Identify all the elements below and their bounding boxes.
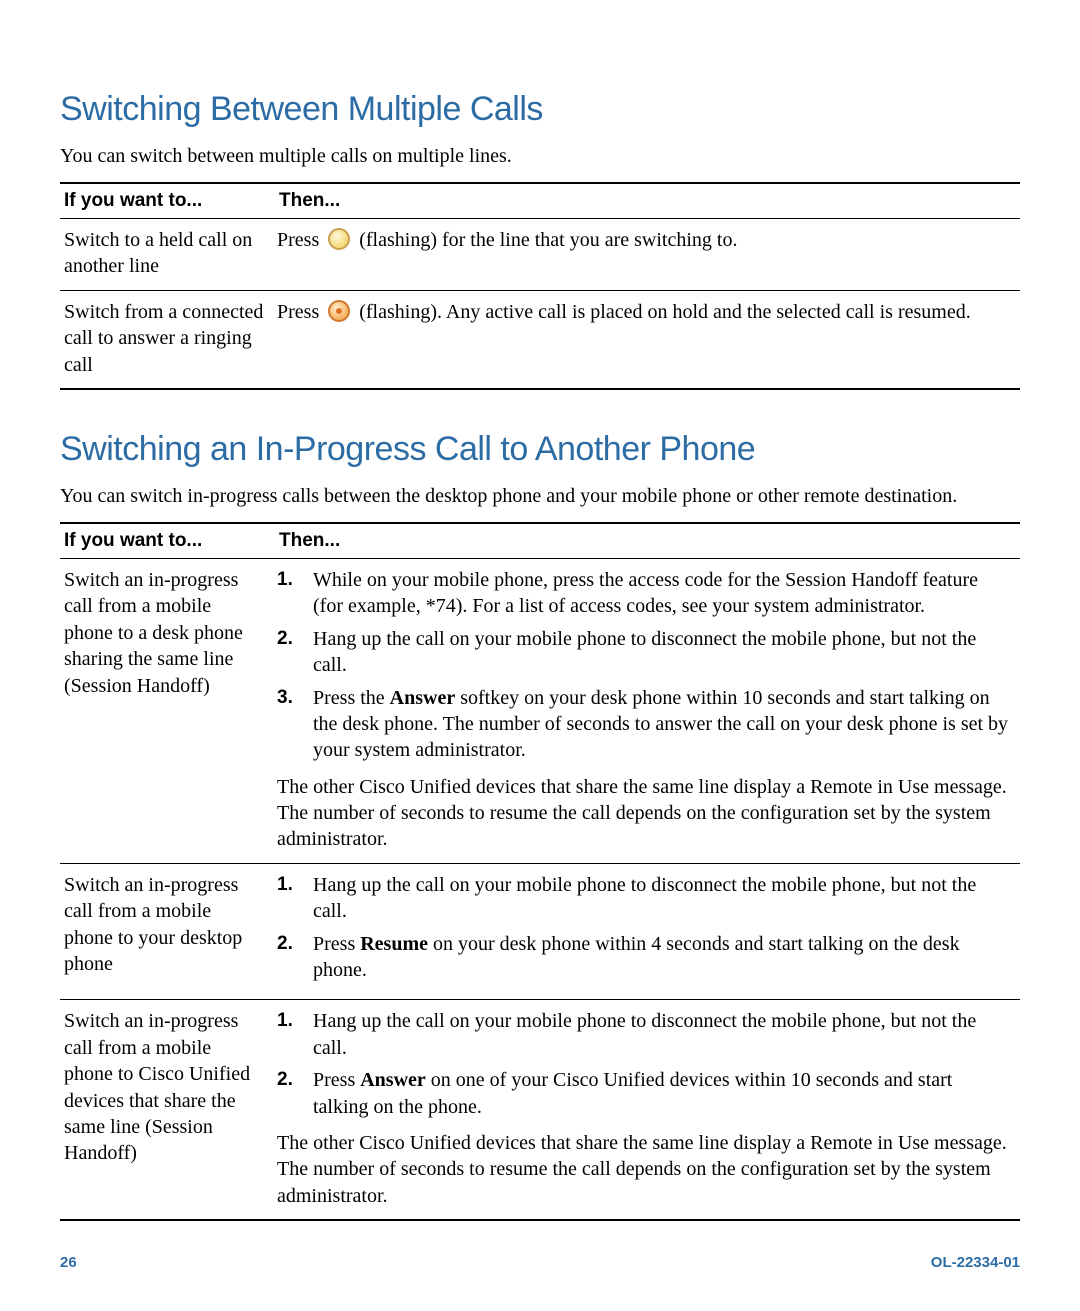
page-footer: 26 OL-22334-01 — [60, 1254, 1020, 1271]
step-item: Press Resume on your desk phone within 4… — [277, 931, 1010, 990]
then-prefix: Press — [277, 301, 324, 323]
page-number: 26 — [60, 1254, 77, 1271]
row-note: The other Cisco Unified devices that sha… — [277, 770, 1010, 853]
row-note: The other Cisco Unified devices that sha… — [277, 1126, 1010, 1209]
step-item: Press Answer on one of your Cisco Unifie… — [277, 1067, 1010, 1126]
table-row: Switch to a held call on another line Pr… — [60, 219, 1020, 291]
table-row: Switch an in-progress call from a mobile… — [60, 863, 1020, 1000]
want-cell: Switch from a connected call to answer a… — [60, 290, 275, 389]
section-heading-1: Switching Between Multiple Calls — [60, 90, 1020, 129]
then-cell: Press (flashing). Any active call is pla… — [275, 290, 1020, 389]
table-in-progress-switch: If you want to... Then... Switch an in-p… — [60, 522, 1020, 1221]
table1-col2-header: Then... — [275, 183, 1020, 219]
steps-list: Hang up the call on your mobile phone to… — [277, 872, 1010, 990]
then-suffix: (flashing) for the line that you are swi… — [354, 229, 737, 251]
table-row: Switch an in-progress call from a mobile… — [60, 1000, 1020, 1220]
then-cell: Press (flashing) for the line that you a… — [275, 219, 1020, 291]
then-cell: Hang up the call on your mobile phone to… — [275, 1000, 1020, 1220]
step-item: While on your mobile phone, press the ac… — [277, 567, 1010, 626]
then-cell: While on your mobile phone, press the ac… — [275, 558, 1020, 863]
then-cell: Hang up the call on your mobile phone to… — [275, 863, 1020, 1000]
line-button-hold-icon — [328, 228, 350, 250]
step-item: Hang up the call on your mobile phone to… — [277, 872, 1010, 931]
steps-list: While on your mobile phone, press the ac… — [277, 567, 1010, 770]
section1-intro: You can switch between multiple calls on… — [60, 143, 1020, 170]
step-item: Hang up the call on your mobile phone to… — [277, 1008, 1010, 1067]
want-cell: Switch an in-progress call from a mobile… — [60, 863, 275, 1000]
want-cell: Switch an in-progress call from a mobile… — [60, 1000, 275, 1220]
want-cell: Switch an in-progress call from a mobile… — [60, 558, 275, 863]
want-cell: Switch to a held call on another line — [60, 219, 275, 291]
then-prefix: Press — [277, 229, 324, 251]
table2-col2-header: Then... — [275, 523, 1020, 559]
table-row: Switch from a connected call to answer a… — [60, 290, 1020, 389]
section-heading-2: Switching an In-Progress Call to Another… — [60, 430, 1020, 469]
line-button-resume-icon — [328, 300, 350, 322]
table-row: Switch an in-progress call from a mobile… — [60, 558, 1020, 863]
section2-intro: You can switch in-progress calls between… — [60, 483, 1020, 510]
table-switching-calls: If you want to... Then... Switch to a he… — [60, 182, 1020, 390]
table1-col1-header: If you want to... — [60, 183, 275, 219]
steps-list: Hang up the call on your mobile phone to… — [277, 1008, 1010, 1126]
table2-col1-header: If you want to... — [60, 523, 275, 559]
document-id: OL-22334-01 — [931, 1254, 1020, 1271]
step-item: Hang up the call on your mobile phone to… — [277, 626, 1010, 685]
then-suffix: (flashing). Any active call is placed on… — [354, 301, 970, 323]
step-item: Press the Answer softkey on your desk ph… — [277, 685, 1010, 770]
